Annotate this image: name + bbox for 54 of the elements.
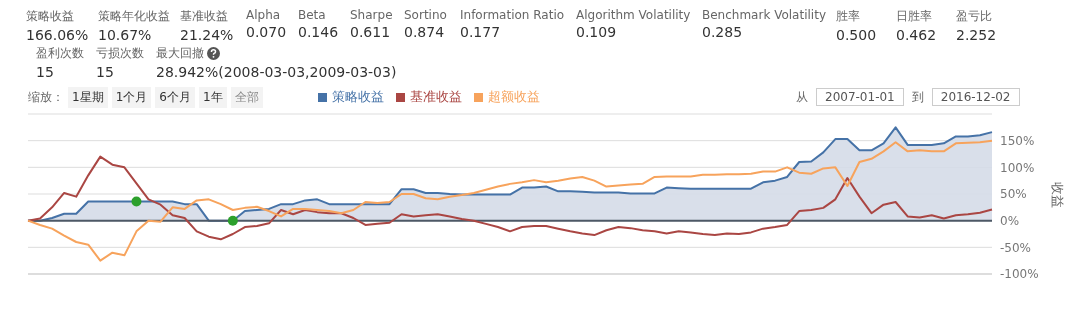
text: 21.24%	[180, 27, 234, 43]
category-label: 盈利次数	[36, 45, 84, 62]
date-field: 2007-01-01	[816, 88, 904, 106]
text: 0.285	[702, 24, 743, 40]
text: 到	[911, 88, 924, 106]
y-tick-label: 0%	[1000, 213, 1020, 228]
text: 15	[96, 64, 114, 80]
text: 0.109	[576, 24, 617, 40]
text: 0.146	[298, 24, 339, 40]
text: 10.67%	[98, 27, 152, 43]
text: 0.070	[246, 24, 287, 40]
y-tick-label: -100%	[1000, 267, 1039, 282]
text: 2.252	[956, 27, 997, 43]
text: 0.611	[350, 24, 391, 40]
y-tick-label: 50%	[1000, 187, 1027, 202]
category-label: 策略收益	[26, 8, 74, 25]
legend-label: 基准收益	[409, 88, 462, 106]
zoom-button: 1年	[198, 86, 227, 108]
text: 15	[36, 64, 54, 80]
category-label: 日胜率	[896, 8, 932, 25]
category-label: Information Ratio	[460, 8, 565, 22]
legend-label: 策略收益	[331, 88, 384, 106]
text: 缩放：	[28, 88, 64, 106]
category-label: 盈亏比	[956, 8, 992, 25]
text: 0.874	[404, 24, 445, 40]
zoom-button: 全部	[230, 86, 263, 108]
text: 0.177	[460, 24, 501, 40]
text: 0.462	[896, 27, 937, 43]
category-label: 基准收益	[180, 8, 228, 25]
zoom-button: 6个月	[155, 86, 195, 108]
text: 从	[796, 88, 808, 106]
text: 28.942%(2008-03-03,2009-03-03)	[156, 64, 397, 80]
y-tick-label: 150%	[1000, 133, 1035, 148]
y-tick-label: -50%	[1000, 240, 1032, 255]
category-label: Benchmark Volatility	[702, 8, 826, 22]
category-label: 亏损次数	[96, 45, 144, 62]
category-label: Algorithm Volatility	[576, 8, 691, 22]
category-label: 最大回撤	[156, 45, 204, 62]
line-series	[27, 155, 993, 241]
category-label: Beta	[298, 8, 326, 22]
category-label: Sharpe	[350, 8, 393, 22]
y-tick-label: 100%	[1000, 160, 1035, 175]
line-series	[27, 139, 993, 262]
category-label: 策略年化收益	[98, 8, 170, 25]
category-label: Sortino	[404, 8, 447, 22]
legend-label: 超额收益	[487, 88, 540, 106]
zoom-button: 1星期	[68, 86, 108, 108]
y-axis-title: 收益	[1049, 182, 1066, 208]
date-field: 2016-12-02	[931, 88, 1020, 106]
category-label: 胜率	[836, 8, 860, 25]
text: 166.06%	[26, 27, 89, 43]
category-label: Alpha	[246, 8, 281, 22]
text: 0.500	[836, 27, 877, 43]
zoom-button: 1个月	[111, 86, 152, 108]
